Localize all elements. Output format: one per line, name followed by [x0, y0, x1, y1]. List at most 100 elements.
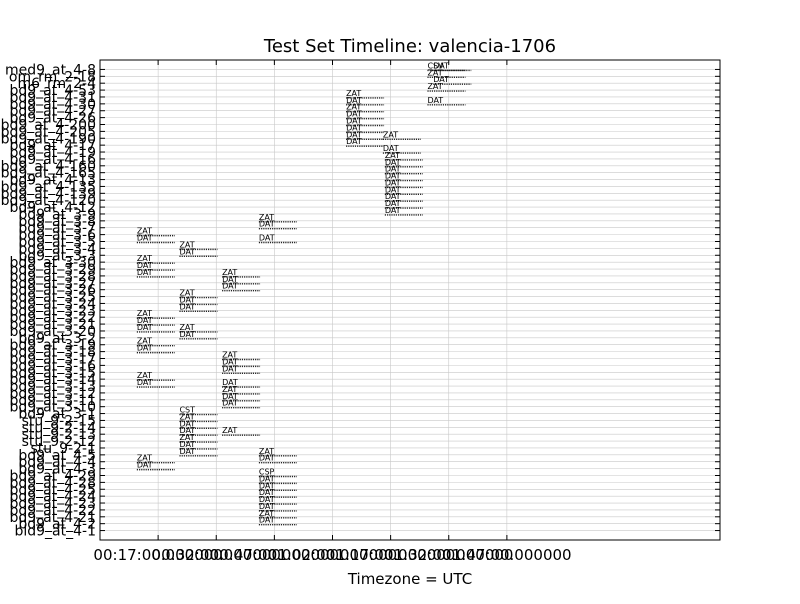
- y-tick-label: bd9_at_4-4: [18, 455, 96, 471]
- event-label: ZAT: [259, 447, 274, 456]
- event-label: DAT: [179, 295, 195, 304]
- y-tick-label: stu_9-2-12: [22, 434, 96, 450]
- event-label: ZAT: [179, 433, 194, 442]
- y-tick-label: bd9_at_3-11: [9, 393, 96, 409]
- event-label: DAT: [385, 185, 401, 194]
- x-axis-label: Timezone = UTC: [347, 570, 472, 588]
- y-tick-label: bd9_at_3-29: [9, 262, 96, 278]
- event-label: ZAT: [427, 68, 442, 77]
- event-label: ZAT: [137, 227, 152, 236]
- event-label: DAT: [346, 123, 362, 132]
- event-label: DAT: [259, 516, 275, 525]
- y-tick-label: bd9_at_3-13: [9, 379, 96, 395]
- event-label: DAT: [222, 392, 238, 401]
- y-tick-label: bd9_at_4-205: [1, 124, 96, 140]
- plot-frame: [99, 59, 721, 541]
- event-label: CST: [179, 406, 195, 415]
- event-label: ZAT: [179, 289, 194, 298]
- event-label: DAT: [222, 364, 238, 373]
- y-tick-label: bd9_at_3-14: [9, 372, 96, 388]
- event-label: DAT: [137, 378, 153, 387]
- y-tick-label: bd9_at_3-9: [18, 207, 96, 223]
- y-tick-label: bd9_at_4-21: [9, 510, 96, 526]
- y-tick-label: bd9_at_3-5: [18, 235, 96, 251]
- y-tick-label: bd9_at_3-17: [9, 352, 96, 368]
- y-tick-label: bd9_at_3-8: [18, 214, 96, 230]
- event-label: DAT: [346, 137, 362, 146]
- event-label: ZAT: [222, 268, 237, 277]
- y-tick-label: bd9_at_4-2: [18, 517, 96, 533]
- y-tick-label: bd9_at_3-22: [9, 310, 96, 326]
- y-tick-label: bd9_at_4-165: [1, 166, 96, 182]
- event-label: DAT: [259, 488, 275, 497]
- event-label: ZAT: [137, 309, 152, 318]
- event-label: DAT: [433, 75, 449, 84]
- event-label: DAT: [385, 158, 401, 167]
- y-tick-label: bd9_at_3-27: [9, 276, 96, 292]
- event-label: DAT: [259, 234, 275, 243]
- x-tick-label: 01:32:00.000000: [384, 546, 513, 564]
- event-label: DAT: [346, 96, 362, 105]
- y-tick-label: bld9_at_4-1: [14, 524, 96, 540]
- event-label: DAT: [385, 172, 401, 181]
- event-label: CSV: [427, 61, 444, 70]
- y-tick-label: bd9_at_3-3: [18, 248, 96, 264]
- y-tick-label: bd9_at_4-5: [18, 448, 96, 464]
- y-tick-label: om_rm_2-18: [9, 69, 96, 85]
- event-label: DAT: [385, 192, 401, 201]
- event-label: ZAT: [222, 426, 237, 435]
- y-tick-label: bd9_at_3-28: [9, 269, 96, 285]
- event-label: DAT: [179, 302, 195, 311]
- event-label: DAT: [222, 399, 238, 408]
- y-tick-label: bd9_at_3-25: [9, 290, 96, 306]
- y-tick-label: stu_9-2-15: [22, 413, 96, 429]
- y-tick-label: bd9_at_4-3: [18, 462, 96, 478]
- x-tick-label: 01:47:00.000000: [442, 546, 571, 564]
- event-label: DAT: [222, 282, 238, 291]
- axis-layer: 00:17:00.00000000:32:00.00000000:47:00.0…: [1, 60, 720, 564]
- event-label: DAT: [346, 130, 362, 139]
- y-tick-label: bd9_at_4-160: [1, 159, 96, 175]
- event-label: DAT: [179, 426, 195, 435]
- event-label: DAT: [259, 481, 275, 490]
- event-label: DAT: [346, 117, 362, 126]
- x-tick-label: 01:17:00.000000: [326, 546, 455, 564]
- y-tick-label: bd9_at_4-200: [1, 118, 96, 134]
- y-tick-label: bd9_at_3-15: [9, 365, 96, 381]
- y-tick-label: med9_at_4-8: [5, 62, 96, 78]
- y-tick-label: bd9_at_4-17: [9, 138, 96, 154]
- event-label: DAT: [259, 220, 275, 229]
- event-label: ZAT: [346, 103, 361, 112]
- event-label: DAT: [137, 261, 153, 270]
- event-label: DAT: [259, 454, 275, 463]
- event-label: DAT: [259, 502, 275, 511]
- y-tick-label: bd9_at_4-120: [1, 193, 96, 209]
- event-label: DAT: [222, 378, 238, 387]
- event-label: DAT: [137, 234, 153, 243]
- x-tick-label: 00:32:00.000000: [152, 546, 281, 564]
- y-tick-label: bd9_at_3-1: [18, 407, 96, 423]
- event-label: DAT: [179, 440, 195, 449]
- y-tick-label: bd9_at_4-53: [9, 83, 96, 99]
- y-tick-label: bd9_at_4-22: [9, 503, 96, 519]
- y-tick-label: bd9_at_4-16: [9, 152, 96, 168]
- event-label: DAT: [433, 61, 449, 70]
- x-tick-label: 00:47:00.000000: [210, 546, 339, 564]
- y-tick-label: stu_9-2-14: [22, 420, 96, 436]
- event-label: ZAT: [179, 323, 194, 332]
- y-tick-label: bd9_at_3-7: [18, 221, 96, 237]
- event-label: ZAT: [137, 371, 152, 380]
- event-label: ZAT: [179, 240, 194, 249]
- y-tick-label: m6_rm_2-4: [17, 76, 96, 92]
- event-label: DAT: [385, 165, 401, 174]
- event-label: DAT: [179, 447, 195, 456]
- y-tick-label: bd9_at_3-6: [18, 228, 96, 244]
- y-tick-label: bd9_at_4-26: [9, 111, 96, 127]
- event-label: DAT: [346, 110, 362, 119]
- event-label: DAT: [137, 323, 153, 332]
- y-tick-label: bd9_at_3-26: [9, 283, 96, 299]
- event-label: DAT: [427, 96, 443, 105]
- y-tick-label: bd9_at_4-30: [9, 97, 96, 113]
- y-tick-label: bd9_at_3-12: [9, 386, 96, 402]
